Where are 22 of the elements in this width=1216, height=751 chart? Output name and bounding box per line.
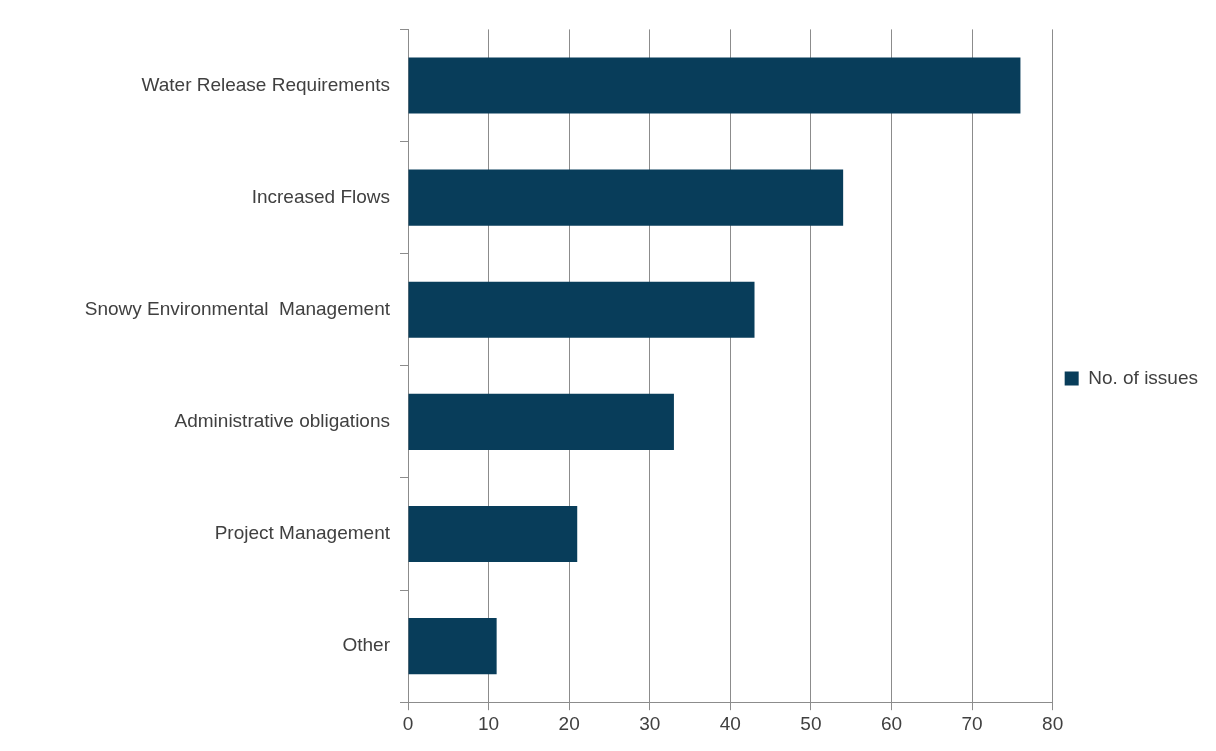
x-tick-label: 50	[800, 712, 822, 734]
x-tick-label: 10	[478, 712, 500, 734]
bar	[408, 169, 844, 226]
x-tick-label: 20	[558, 712, 580, 734]
bar	[408, 57, 1021, 114]
legend-label: No. of issues	[1088, 366, 1198, 388]
x-tick-label: 80	[1042, 712, 1064, 734]
y-tick-label: Snowy Environmental Management	[84, 297, 391, 319]
bar	[408, 281, 755, 338]
x-tick-label: 30	[639, 712, 661, 734]
x-tick-label: 40	[719, 712, 741, 734]
y-tick-label: Increased Flows	[251, 185, 390, 207]
x-tick-label: 70	[961, 712, 983, 734]
bar	[408, 393, 674, 450]
bar	[408, 505, 578, 563]
x-tick-label: 0	[402, 712, 414, 734]
y-tick-label: Administrative obligations	[174, 410, 390, 432]
y-tick-label: Water Release Requirements	[141, 73, 390, 95]
y-tick-label: Other	[342, 634, 391, 656]
y-tick-label: Project Management	[214, 522, 391, 544]
x-tick-label: 60	[880, 712, 903, 734]
bar	[408, 618, 497, 675]
